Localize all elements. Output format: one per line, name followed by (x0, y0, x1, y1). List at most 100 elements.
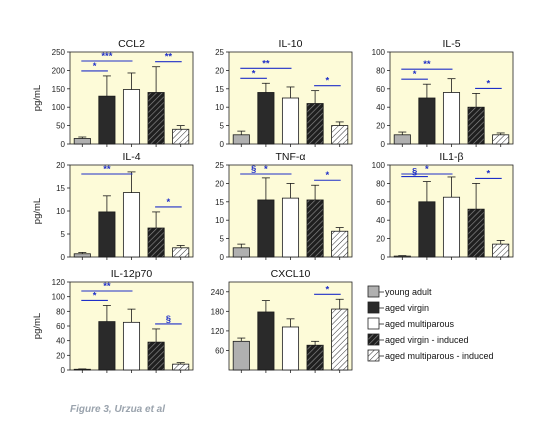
y-tick-label: 15 (215, 198, 224, 207)
significance-label: * (487, 168, 491, 179)
legend-item: aged multiparous (367, 317, 455, 330)
chart-panel-5: IL1-β 0 20 40 60 80 100 § * * (372, 151, 514, 262)
significance-label: § (412, 167, 417, 178)
y-tick-label: 10 (215, 103, 224, 112)
y-axis-label: pg/mL (32, 85, 43, 111)
y-tick-label: 60 (376, 198, 385, 207)
y-tick-label: 10 (215, 216, 224, 225)
bar-aged-multiparous-induced (172, 247, 190, 258)
significance-label: ** (103, 281, 111, 292)
bar-aged-multiparous-induced (492, 243, 510, 258)
legend-label: aged virgin (385, 303, 429, 313)
legend: young adult aged virgin aged multiparous ag… (367, 285, 494, 362)
y-tick-label: 250 (52, 48, 66, 57)
legend-label: aged virgin - induced (385, 335, 469, 345)
legend-swatch (367, 333, 380, 346)
legend-label: young adult (385, 287, 432, 297)
bar-aged-multiparous (281, 97, 300, 145)
significance-label: * (326, 284, 330, 295)
y-tick-label: 50 (56, 122, 65, 131)
bar-aged-virgin-induced (306, 199, 324, 258)
significance-label: § (251, 164, 256, 175)
significance-label: * (425, 164, 429, 175)
bar-young-adult (232, 247, 250, 258)
bar-aged-virgin (257, 199, 275, 258)
bar-aged-multiparous (442, 196, 461, 258)
bar-aged-virgin (257, 92, 275, 145)
bar-aged-virgin (98, 321, 116, 371)
y-tick-label: 20 (215, 66, 224, 75)
y-tick-label: 100 (52, 293, 66, 302)
y-tick-label: 20 (376, 122, 385, 131)
chart-title: IL-4 (122, 151, 140, 163)
y-axis-label: pg/mL (32, 313, 43, 339)
y-tick-label: 0 (381, 140, 386, 149)
bar-young-adult (232, 340, 250, 371)
y-tick-label: 20 (376, 235, 385, 244)
bar-aged-multiparous (281, 326, 300, 371)
bar-aged-multiparous-induced (172, 128, 190, 145)
y-tick-label: 40 (56, 337, 65, 346)
chart-title: CCL2 (118, 38, 145, 50)
bar-aged-multiparous (122, 89, 141, 145)
legend-item: aged virgin (367, 301, 429, 314)
bar-aged-virgin (98, 95, 116, 145)
y-tick-label: 15 (56, 184, 65, 193)
legend-item: young adult (367, 285, 432, 298)
chart-panel-4: TNF-α 0 5 10 15 20 25 § * * (215, 151, 353, 262)
y-tick-label: 10 (56, 207, 65, 216)
chart-title: IL-10 (279, 38, 303, 50)
chart-title: TNF-α (276, 151, 306, 163)
y-tick-label: 0 (220, 253, 225, 262)
y-tick-label: 25 (215, 161, 224, 170)
legend-swatch (367, 301, 380, 314)
bar-aged-multiparous-induced (492, 134, 510, 145)
bar-aged-virgin-induced (147, 341, 165, 371)
bar-aged-multiparous-induced (331, 125, 349, 145)
legend-item: aged multiparous - induced (367, 349, 494, 362)
legend-label: aged multiparous (385, 319, 455, 329)
y-tick-label: 60 (376, 85, 385, 94)
significance-label: ** (262, 58, 270, 69)
bar-aged-multiparous (281, 197, 300, 258)
y-tick-label: 25 (215, 48, 224, 57)
y-tick-label: 180 (211, 307, 225, 316)
bar-aged-virgin (98, 211, 116, 258)
significance-label: ** (423, 59, 431, 70)
chart-panel-7: CXCL10 60 120 180 240 * (211, 268, 353, 373)
y-tick-label: 100 (372, 161, 386, 170)
bar-aged-virgin-induced (306, 344, 324, 371)
bar-aged-multiparous (122, 192, 141, 258)
bar-aged-virgin-induced (306, 103, 324, 145)
y-tick-label: 0 (381, 253, 386, 262)
y-tick-label: 0 (220, 140, 225, 149)
legend-item: aged virgin - induced (367, 333, 469, 346)
y-tick-label: 0 (61, 253, 66, 262)
bar-young-adult (73, 368, 91, 371)
chart-title: CXCL10 (271, 268, 311, 280)
chart-title: IL-5 (442, 38, 460, 50)
bar-aged-multiparous-induced (172, 363, 190, 371)
y-tick-label: 100 (372, 48, 386, 57)
bar-aged-virgin (418, 201, 436, 258)
y-tick-label: 80 (56, 307, 65, 316)
significance-label: * (93, 290, 97, 301)
significance-label: * (93, 61, 97, 72)
y-tick-label: 20 (56, 161, 65, 170)
legend-label: aged multiparous - induced (385, 351, 494, 361)
bar-aged-multiparous (442, 92, 461, 145)
legend-swatch (367, 349, 380, 362)
y-tick-label: 5 (220, 122, 225, 131)
significance-label: *** (101, 51, 112, 62)
y-tick-label: 240 (211, 288, 225, 297)
y-tick-label: 80 (376, 66, 385, 75)
significance-label: * (252, 68, 256, 79)
y-tick-label: 20 (56, 351, 65, 360)
y-tick-label: 120 (52, 278, 66, 287)
y-tick-label: 80 (376, 179, 385, 188)
